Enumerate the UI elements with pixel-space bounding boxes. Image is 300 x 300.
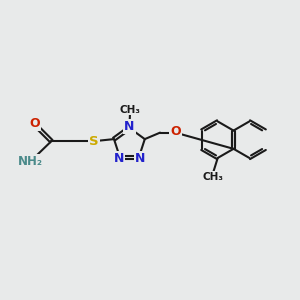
Text: S: S xyxy=(89,135,99,148)
Text: N: N xyxy=(113,152,124,165)
Text: CH₃: CH₃ xyxy=(203,172,224,182)
Text: CH₃: CH₃ xyxy=(119,105,140,115)
Text: NH₂: NH₂ xyxy=(18,155,43,168)
Text: N: N xyxy=(135,152,145,165)
Text: O: O xyxy=(29,117,40,130)
Text: N: N xyxy=(124,120,135,133)
Text: O: O xyxy=(170,125,181,138)
